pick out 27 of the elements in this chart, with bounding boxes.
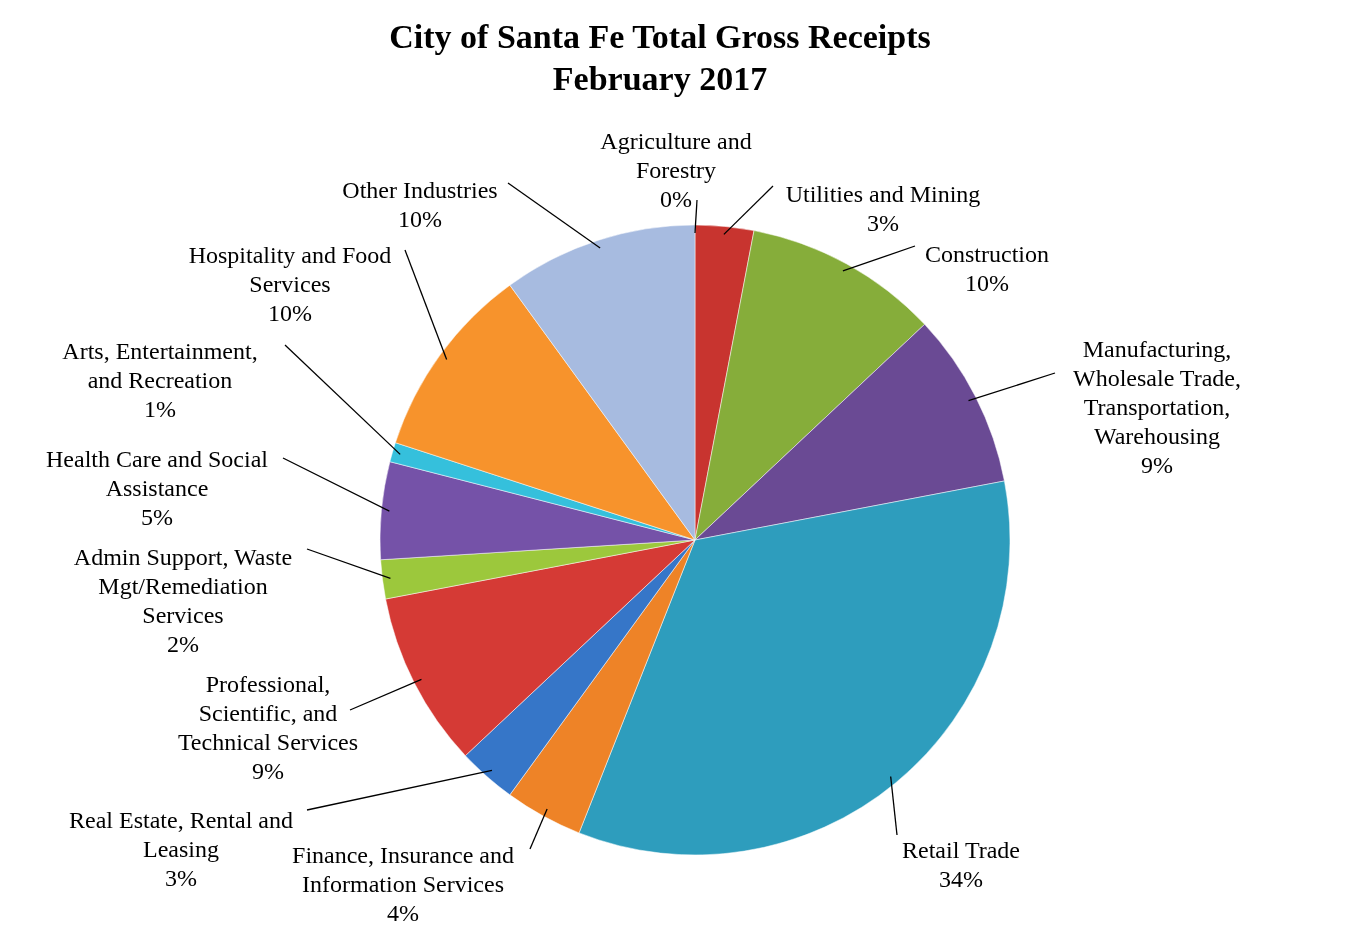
slice-label: Other Industries — [342, 177, 498, 204]
slice-label: Hospitality and Food Services — [188, 242, 392, 298]
slice-label: Finance, Insurance and Information Services — [292, 842, 514, 898]
slice-label: Professional, Scientific, and Technical Services — [177, 671, 359, 756]
category-label: Agriculture and Forestry — [600, 128, 752, 184]
data-label: 9% — [1141, 452, 1173, 479]
data-label: 34% — [939, 866, 983, 893]
slice-label: Arts, Entertainment, and Recreation — [62, 338, 258, 394]
data-label: 1% — [144, 396, 176, 423]
data-label: 2% — [167, 631, 199, 658]
data-label: 10% — [965, 270, 1009, 297]
slice-label: Admin Support, Waste Mgt/Remediation Services — [73, 544, 293, 629]
slice-label: Construction — [925, 241, 1049, 268]
data-label: 9% — [252, 758, 284, 785]
data-label: 5% — [141, 504, 173, 531]
text: 0% — [660, 186, 692, 213]
data-label: 4% — [387, 900, 419, 925]
data-label: 10% — [268, 300, 312, 327]
slice-label: Real Estate, Rental and Leasing — [69, 807, 293, 863]
data-label: 10% — [398, 206, 442, 233]
chart-title: City of Santa Fe Total Gross Receipts February 2017 — [389, 18, 931, 97]
data-label: 3% — [867, 210, 899, 237]
slice-label: Utilities and Mining — [785, 181, 981, 208]
slice-label: Manufacturing, Wholesale Trade, Transportation, Warehousing — [1073, 336, 1241, 450]
slice-label: Health Care and Social Assistance — [46, 446, 269, 502]
data-label: 3% — [165, 865, 197, 892]
slice-label: Retail Trade — [902, 837, 1020, 864]
